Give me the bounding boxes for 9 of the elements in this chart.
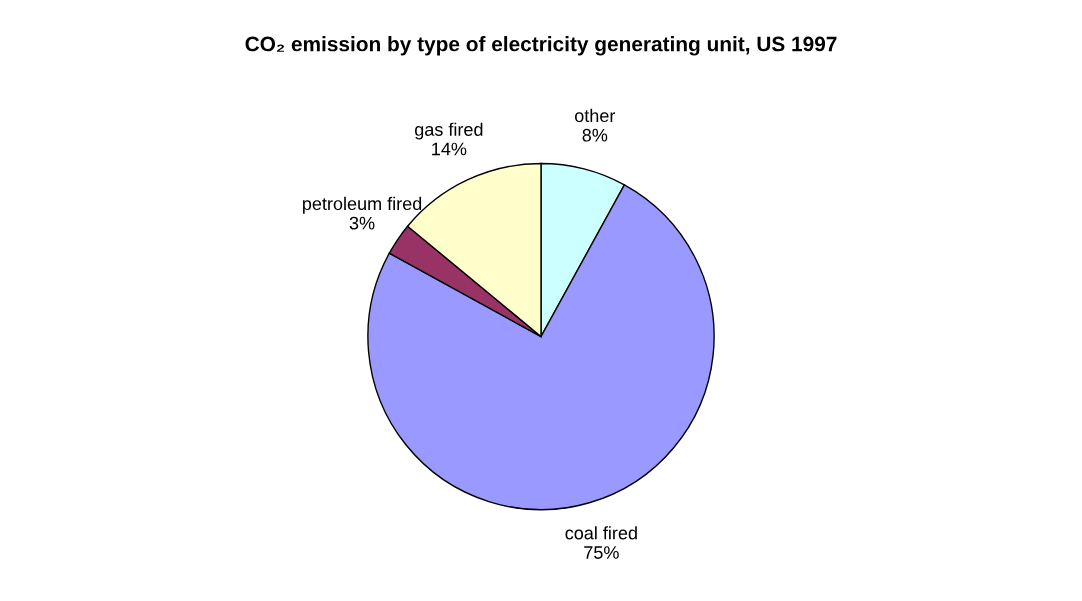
data-label: 14%	[432, 142, 467, 156]
slice-label: coal fired	[565, 526, 637, 540]
chart-title: CO₂ emission by type of electricity generating unit, US 1997	[245, 36, 837, 56]
data-label: 3%	[349, 216, 375, 230]
slice-label: petroleum fired	[303, 196, 422, 214]
slice-label: gas fired	[415, 122, 483, 140]
slice-label: other	[574, 108, 616, 123]
data-label: 75%	[584, 546, 619, 559]
data-label: 8%	[582, 128, 608, 142]
